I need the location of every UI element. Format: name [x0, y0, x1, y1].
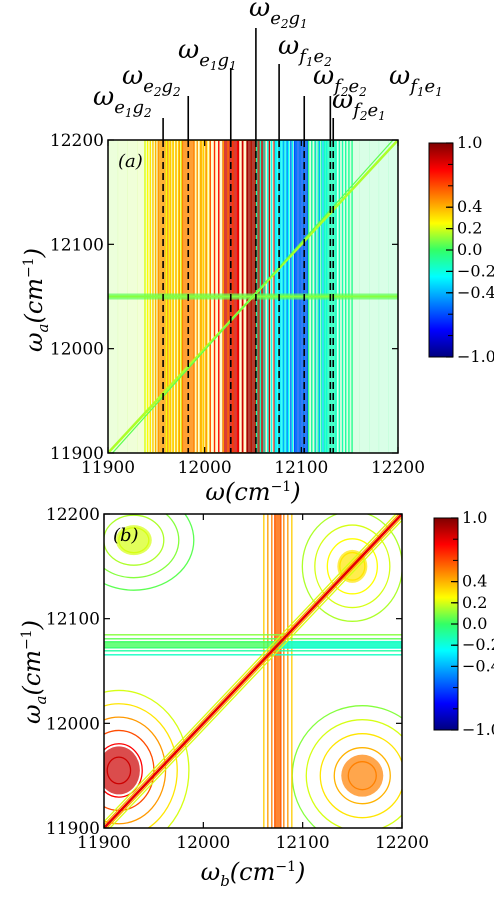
contour-ring [333, 747, 391, 805]
panel-b-ticks: 11900 12000 12100 12200 11900 12000 12100 12200 [46, 505, 429, 853]
contour-ring [326, 538, 378, 595]
panel-b-y-tick-label: 12000 [46, 714, 100, 734]
contour-ring [104, 514, 180, 579]
contour-ring [319, 733, 402, 819]
contour-ring [104, 689, 190, 828]
panel-a-ticks: 11900 12000 12100 12200 11900 12000 12100 12200 [50, 131, 425, 478]
panel-b-colorbar-tick-label: 0.2 [462, 593, 487, 612]
panel-a-colorbar: 1.0 0.4 0.2 0.0 −0.2 −0.4 −1.0 [428, 133, 494, 366]
diagonal-feature [104, 514, 400, 826]
panel-b-colorbar-tick-label: −0.4 [462, 656, 494, 675]
panel-b-y-tick-label: 12200 [46, 505, 100, 525]
contour-ring [104, 743, 143, 798]
panel-a-colorbar-tick-label: 1.0 [457, 133, 482, 152]
lower-right-region [291, 705, 402, 828]
transition-label: ωe2g2 [122, 61, 181, 99]
panel-a: 11900 12000 12100 12200 11900 12000 12100 12200… [20, 0, 494, 506]
panel-a-x-tick-label: 12000 [178, 458, 232, 478]
panel-b-y-tick-label: 12100 [46, 610, 100, 630]
contour-core [115, 525, 152, 556]
svg-text:ωa(cm−1): ωa(cm−1) [18, 620, 50, 724]
panel-b-colorbar-tick-label: −0.2 [462, 635, 494, 654]
panel-b-x-tick-label: 12200 [375, 833, 429, 853]
panel-b-plot-area [104, 514, 402, 828]
panel-a-y-tick-label: 11900 [50, 444, 104, 464]
diagonal-feature [104, 514, 397, 823]
panel-a-colorbar-tick-label: 0.0 [457, 240, 482, 259]
contour-ring [301, 514, 402, 622]
svg-text:ωb(cm−1): ωb(cm−1) [201, 858, 306, 890]
transition-label: ωf1e1 [389, 61, 443, 99]
panel-a-colorbar-tick-label: −0.2 [457, 261, 494, 280]
transition-label: ωe2g1 [249, 0, 308, 31]
diagonal-feature [104, 514, 402, 828]
panel-a-label: (a) [118, 151, 143, 172]
panel-a-x-axis-label: ω(cm−1) [205, 478, 300, 506]
panel-a-colorbar-tick-label: −1.0 [457, 347, 494, 366]
panel-a-colorbar-tick-label: −0.4 [457, 283, 494, 302]
panel-b-colorbar: 1.0 0.4 0.2 0.0 −0.2 −0.4 −1.0 [433, 508, 494, 739]
transition-label: ωf1e2 [278, 31, 332, 69]
contour-ring [104, 703, 178, 828]
panel-b-x-tick-label: 12100 [276, 833, 330, 853]
contour-ring [104, 514, 195, 591]
panel-b-colorbar-tick-label: 1.0 [462, 508, 487, 527]
transition-label: ωe1g2 [93, 82, 152, 120]
svg-text:ω(cm−1): ω(cm−1) [205, 478, 300, 506]
panel-a-y-tick-label: 12200 [50, 131, 104, 151]
panel-a-y-axis-label: ωa(cm−1) [20, 248, 52, 352]
panel-a-colorbar-tick-label: 0.4 [457, 197, 482, 216]
diagonal-contour [111, 140, 394, 453]
diagonal-feature [109, 519, 402, 828]
contour-ring [314, 524, 391, 609]
panel-a-colorbar-tick-label: 0.2 [457, 219, 482, 238]
panel-b-label: (b) [113, 525, 139, 546]
upper-left-region [104, 514, 195, 591]
contour-ring [104, 716, 167, 825]
panel-b-colorbar-tick-label: 0.4 [462, 572, 487, 591]
contour-core [104, 746, 140, 795]
panel-b-colorbar-tick-label: 0.0 [462, 614, 487, 633]
horizontal-feature [104, 641, 402, 648]
panel-b-x-tick-label: 11900 [77, 833, 131, 853]
panel-a-x-tick-label: 12200 [371, 458, 425, 478]
transition-label: ωe1g1 [178, 35, 237, 73]
contour-ring [104, 514, 165, 566]
panel-a-y-tick-label: 12100 [50, 235, 104, 255]
svg-text:ωa(cm−1): ωa(cm−1) [20, 248, 52, 352]
panel-a-x-tick-label: 12100 [274, 458, 328, 478]
panel-a-y-tick-label: 12000 [50, 340, 104, 360]
panel-b: 11900 12000 12100 12200 11900 12000 12100 12200… [18, 505, 494, 890]
panel-b-y-axis-label: ωa(cm−1) [18, 620, 50, 724]
contour-ring [305, 719, 402, 828]
vertical-feature [274, 514, 281, 828]
diagonal-feature [106, 516, 402, 828]
panel-b-y-tick-label: 11900 [46, 819, 100, 839]
panel-b-x-tick-label: 12000 [176, 833, 230, 853]
contour-core [341, 754, 384, 797]
panel-b-frame [103, 513, 403, 829]
panel-a-x-tick-label: 11900 [81, 458, 135, 478]
panel-a-plot-area [108, 140, 398, 453]
panel-b-colorbar-tick-label: −1.0 [462, 720, 494, 739]
panel-b-x-axis-label: ωb(cm−1) [201, 858, 306, 890]
horizontal-feature-right [277, 640, 402, 649]
panel-a-frame [107, 139, 399, 454]
